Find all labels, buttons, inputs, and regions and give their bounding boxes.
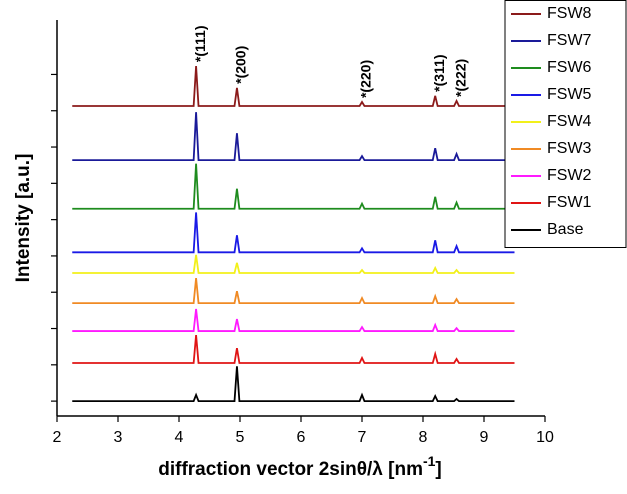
series-line bbox=[72, 163, 515, 210]
x-label-sup: -1 bbox=[423, 453, 436, 469]
legend-label: FSW2 bbox=[547, 167, 592, 184]
x-tick-label: 2 bbox=[53, 429, 62, 446]
x-tick-label: 6 bbox=[297, 429, 306, 446]
peak-annotation: *(111) bbox=[192, 26, 208, 63]
legend-label: Base bbox=[547, 221, 584, 238]
x-tick-label: 3 bbox=[114, 429, 123, 446]
x-tick-label: 5 bbox=[236, 429, 245, 446]
series-line bbox=[72, 66, 515, 107]
x-tick-label: 7 bbox=[358, 429, 367, 446]
peak-annotation: *(311) bbox=[431, 55, 447, 92]
peak-annotation: *(220) bbox=[358, 60, 374, 98]
series-line bbox=[72, 366, 515, 403]
legend-label: FSW1 bbox=[547, 194, 592, 211]
series-line bbox=[72, 212, 515, 254]
peak-annotation: *(200) bbox=[233, 46, 249, 84]
peak-annotation: *(222) bbox=[452, 59, 468, 97]
series-line bbox=[72, 112, 515, 162]
x-tick-label: 4 bbox=[175, 429, 184, 446]
series-line bbox=[72, 277, 515, 305]
x-axis-label: diffraction vector 2sinθ/λ [nm-1] bbox=[158, 453, 442, 480]
series-line bbox=[72, 334, 515, 364]
x-tick-label: 9 bbox=[480, 429, 489, 446]
legend-label: FSW7 bbox=[547, 32, 592, 49]
x-label-text: diffraction vector 2sinθ/λ [nm bbox=[158, 459, 423, 480]
legend-label: FSW5 bbox=[547, 86, 592, 103]
x-tick-label: 8 bbox=[419, 429, 428, 446]
legend-label: FSW6 bbox=[547, 59, 592, 76]
legend-label: FSW3 bbox=[547, 140, 592, 157]
legend-label: FSW4 bbox=[547, 113, 592, 130]
legend-label: FSW8 bbox=[547, 5, 592, 22]
series-line bbox=[72, 308, 515, 332]
x-tick-label: 10 bbox=[536, 429, 554, 446]
series-line bbox=[72, 254, 515, 274]
x-label-end: ] bbox=[435, 459, 441, 480]
y-axis-label: Intensity [a.u.] bbox=[13, 154, 34, 283]
